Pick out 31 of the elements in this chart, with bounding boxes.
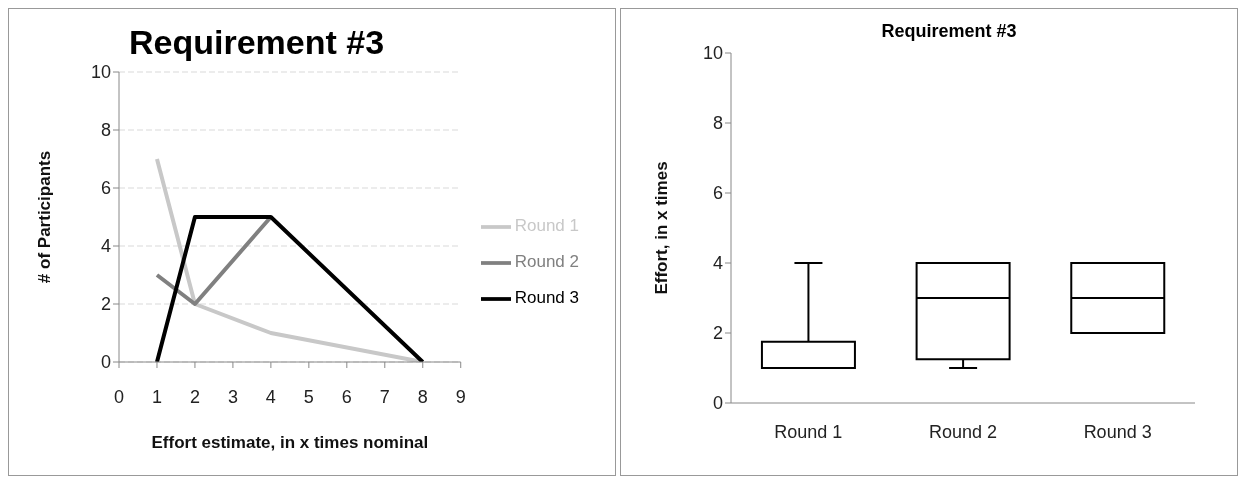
y-tick-label: 2 [100, 294, 111, 315]
x-tick-label: Round 2 [928, 421, 998, 442]
y-axis-title: Effort, in x times [652, 161, 672, 295]
x-tick-label: Round 1 [774, 421, 843, 442]
x-tick-label: 3 [227, 386, 238, 407]
x-tick-label: 2 [189, 386, 200, 407]
y-tick-label: 0 [100, 352, 111, 373]
x-tick-label: 7 [379, 386, 390, 407]
legend-label: Round 3 [514, 288, 579, 307]
x-tick-label: 9 [455, 386, 466, 407]
x-tick-label: 0 [113, 386, 125, 407]
y-tick-label: 8 [712, 113, 723, 134]
y-tick-label: 2 [712, 323, 723, 344]
y-tick-label: 4 [712, 253, 723, 274]
x-tick-label: 6 [341, 386, 352, 407]
x-tick-label: 8 [417, 386, 428, 407]
chart-title: Requirement #3 [880, 21, 1018, 43]
x-tick-label: 1 [151, 386, 162, 407]
y-tick-label: 4 [100, 236, 111, 257]
x-tick-label: 4 [265, 386, 276, 407]
x-tick-label: Round 3 [1083, 421, 1152, 442]
y-tick-label: 10 [702, 43, 723, 64]
y-tick-label: 6 [712, 183, 723, 204]
x-axis-title: Effort estimate, in x times nominal [151, 433, 429, 452]
y-tick-label: 8 [100, 120, 111, 141]
y-tick-label: 6 [100, 178, 111, 199]
legend-label: Round 2 [514, 252, 579, 271]
chart-title: Requirement #3 [128, 23, 386, 62]
x-tick-label: 5 [303, 386, 314, 407]
y-tick-label: 10 [90, 62, 111, 83]
y-axis-title: # of Participants [35, 150, 55, 284]
